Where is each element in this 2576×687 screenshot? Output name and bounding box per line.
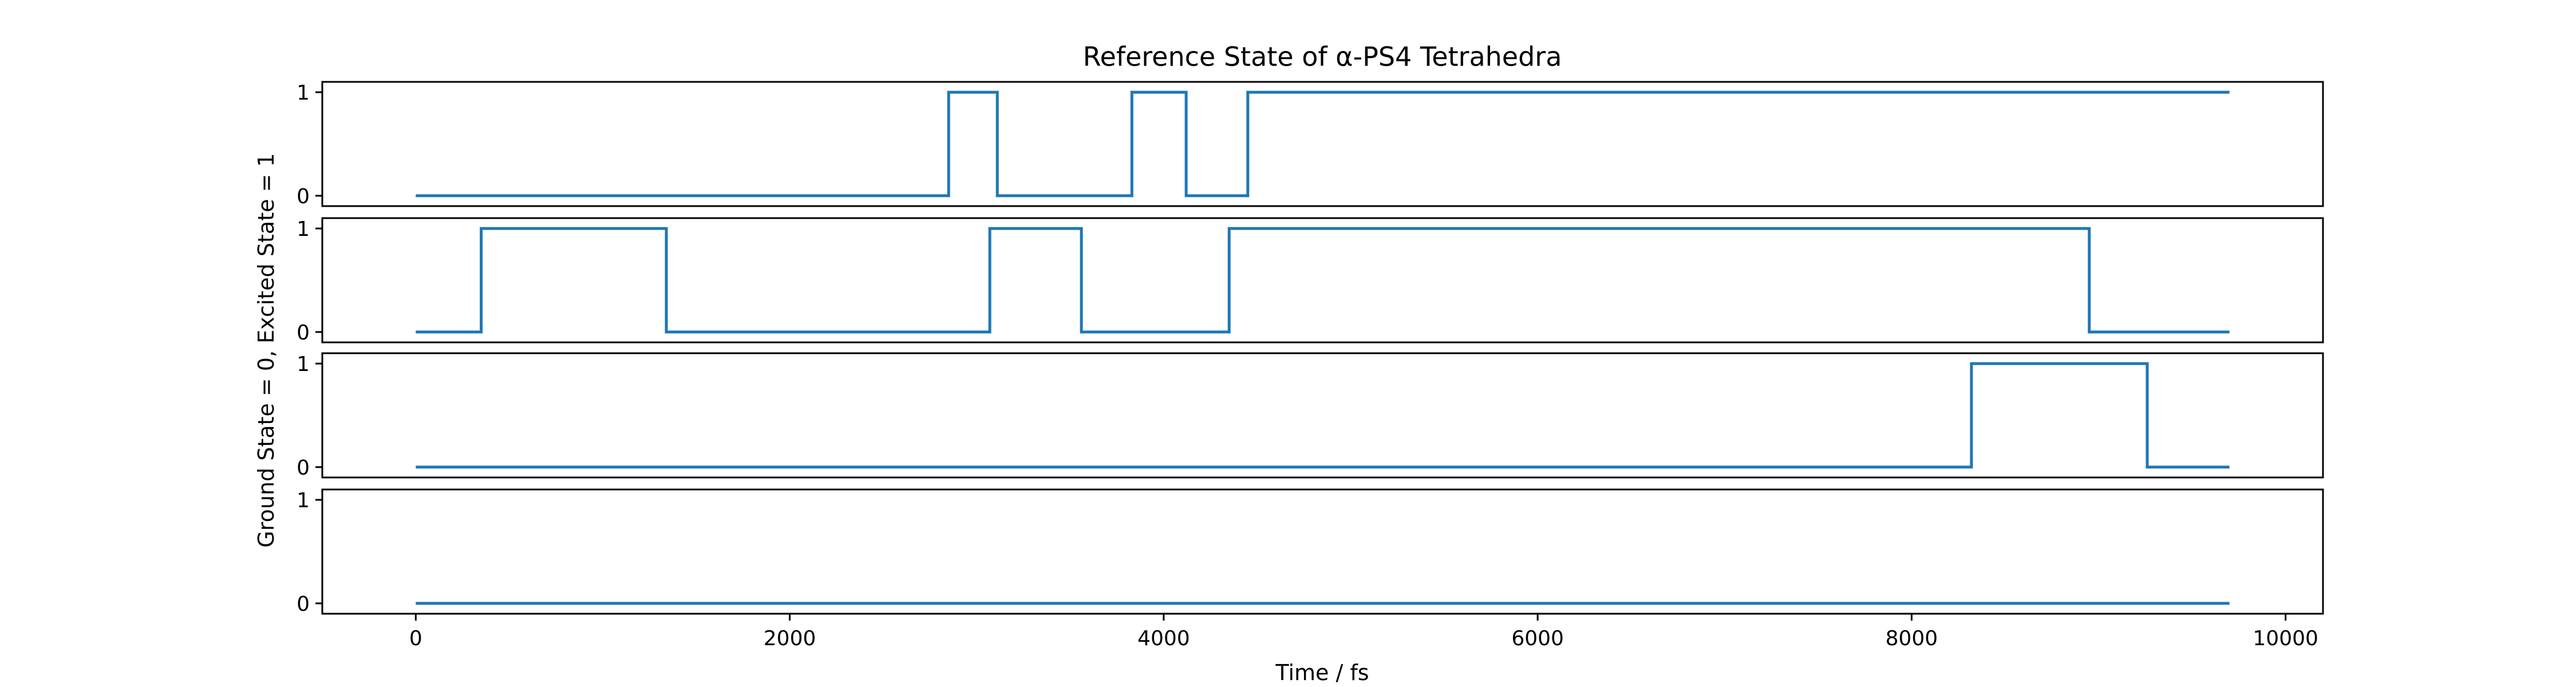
- x-tick-label: 4000: [1137, 627, 1190, 650]
- y-tick-label: 1: [297, 353, 310, 376]
- y-tick-label: 0: [297, 185, 310, 208]
- subplot-4: 01: [297, 488, 2324, 616]
- subplot-frame: [321, 81, 2324, 207]
- subplot-frame: [321, 488, 2324, 615]
- series-line: [416, 362, 2230, 469]
- x-tick-label: 0: [409, 627, 422, 650]
- x-tick-label: 2000: [764, 627, 816, 650]
- y-tick-label: 1: [297, 218, 310, 241]
- x-tick-label: 6000: [1511, 627, 1564, 650]
- subplot-frame: [321, 352, 2324, 479]
- subplot-2: 01: [297, 217, 2324, 345]
- subplot-1: 01: [297, 81, 2324, 208]
- subplot-3: 01: [297, 352, 2324, 480]
- x-tick-label: 10000: [2253, 627, 2318, 650]
- x-tick-label: 8000: [1886, 627, 1938, 650]
- y-tick-label: 1: [297, 489, 310, 512]
- x-axis-label: Time / fs: [1275, 660, 1369, 685]
- y-axis-label: Ground State = 0, Excited State = 1: [254, 153, 279, 547]
- y-tick-label: 0: [297, 456, 310, 480]
- chart-title: Reference State of α-PS4 Tetrahedra: [1083, 41, 1562, 72]
- y-tick-label: 0: [297, 593, 310, 616]
- series-line: [416, 227, 2230, 334]
- y-tick-label: 1: [297, 81, 310, 105]
- x-axis: 0 2000 4000 6000 8000 10000: [409, 614, 2318, 650]
- series-line: [416, 90, 2230, 198]
- y-tick-label: 0: [297, 321, 310, 345]
- subplot-frame: [321, 217, 2324, 344]
